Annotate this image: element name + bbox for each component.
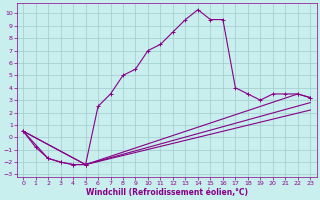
X-axis label: Windchill (Refroidissement éolien,°C): Windchill (Refroidissement éolien,°C) bbox=[86, 188, 248, 197]
